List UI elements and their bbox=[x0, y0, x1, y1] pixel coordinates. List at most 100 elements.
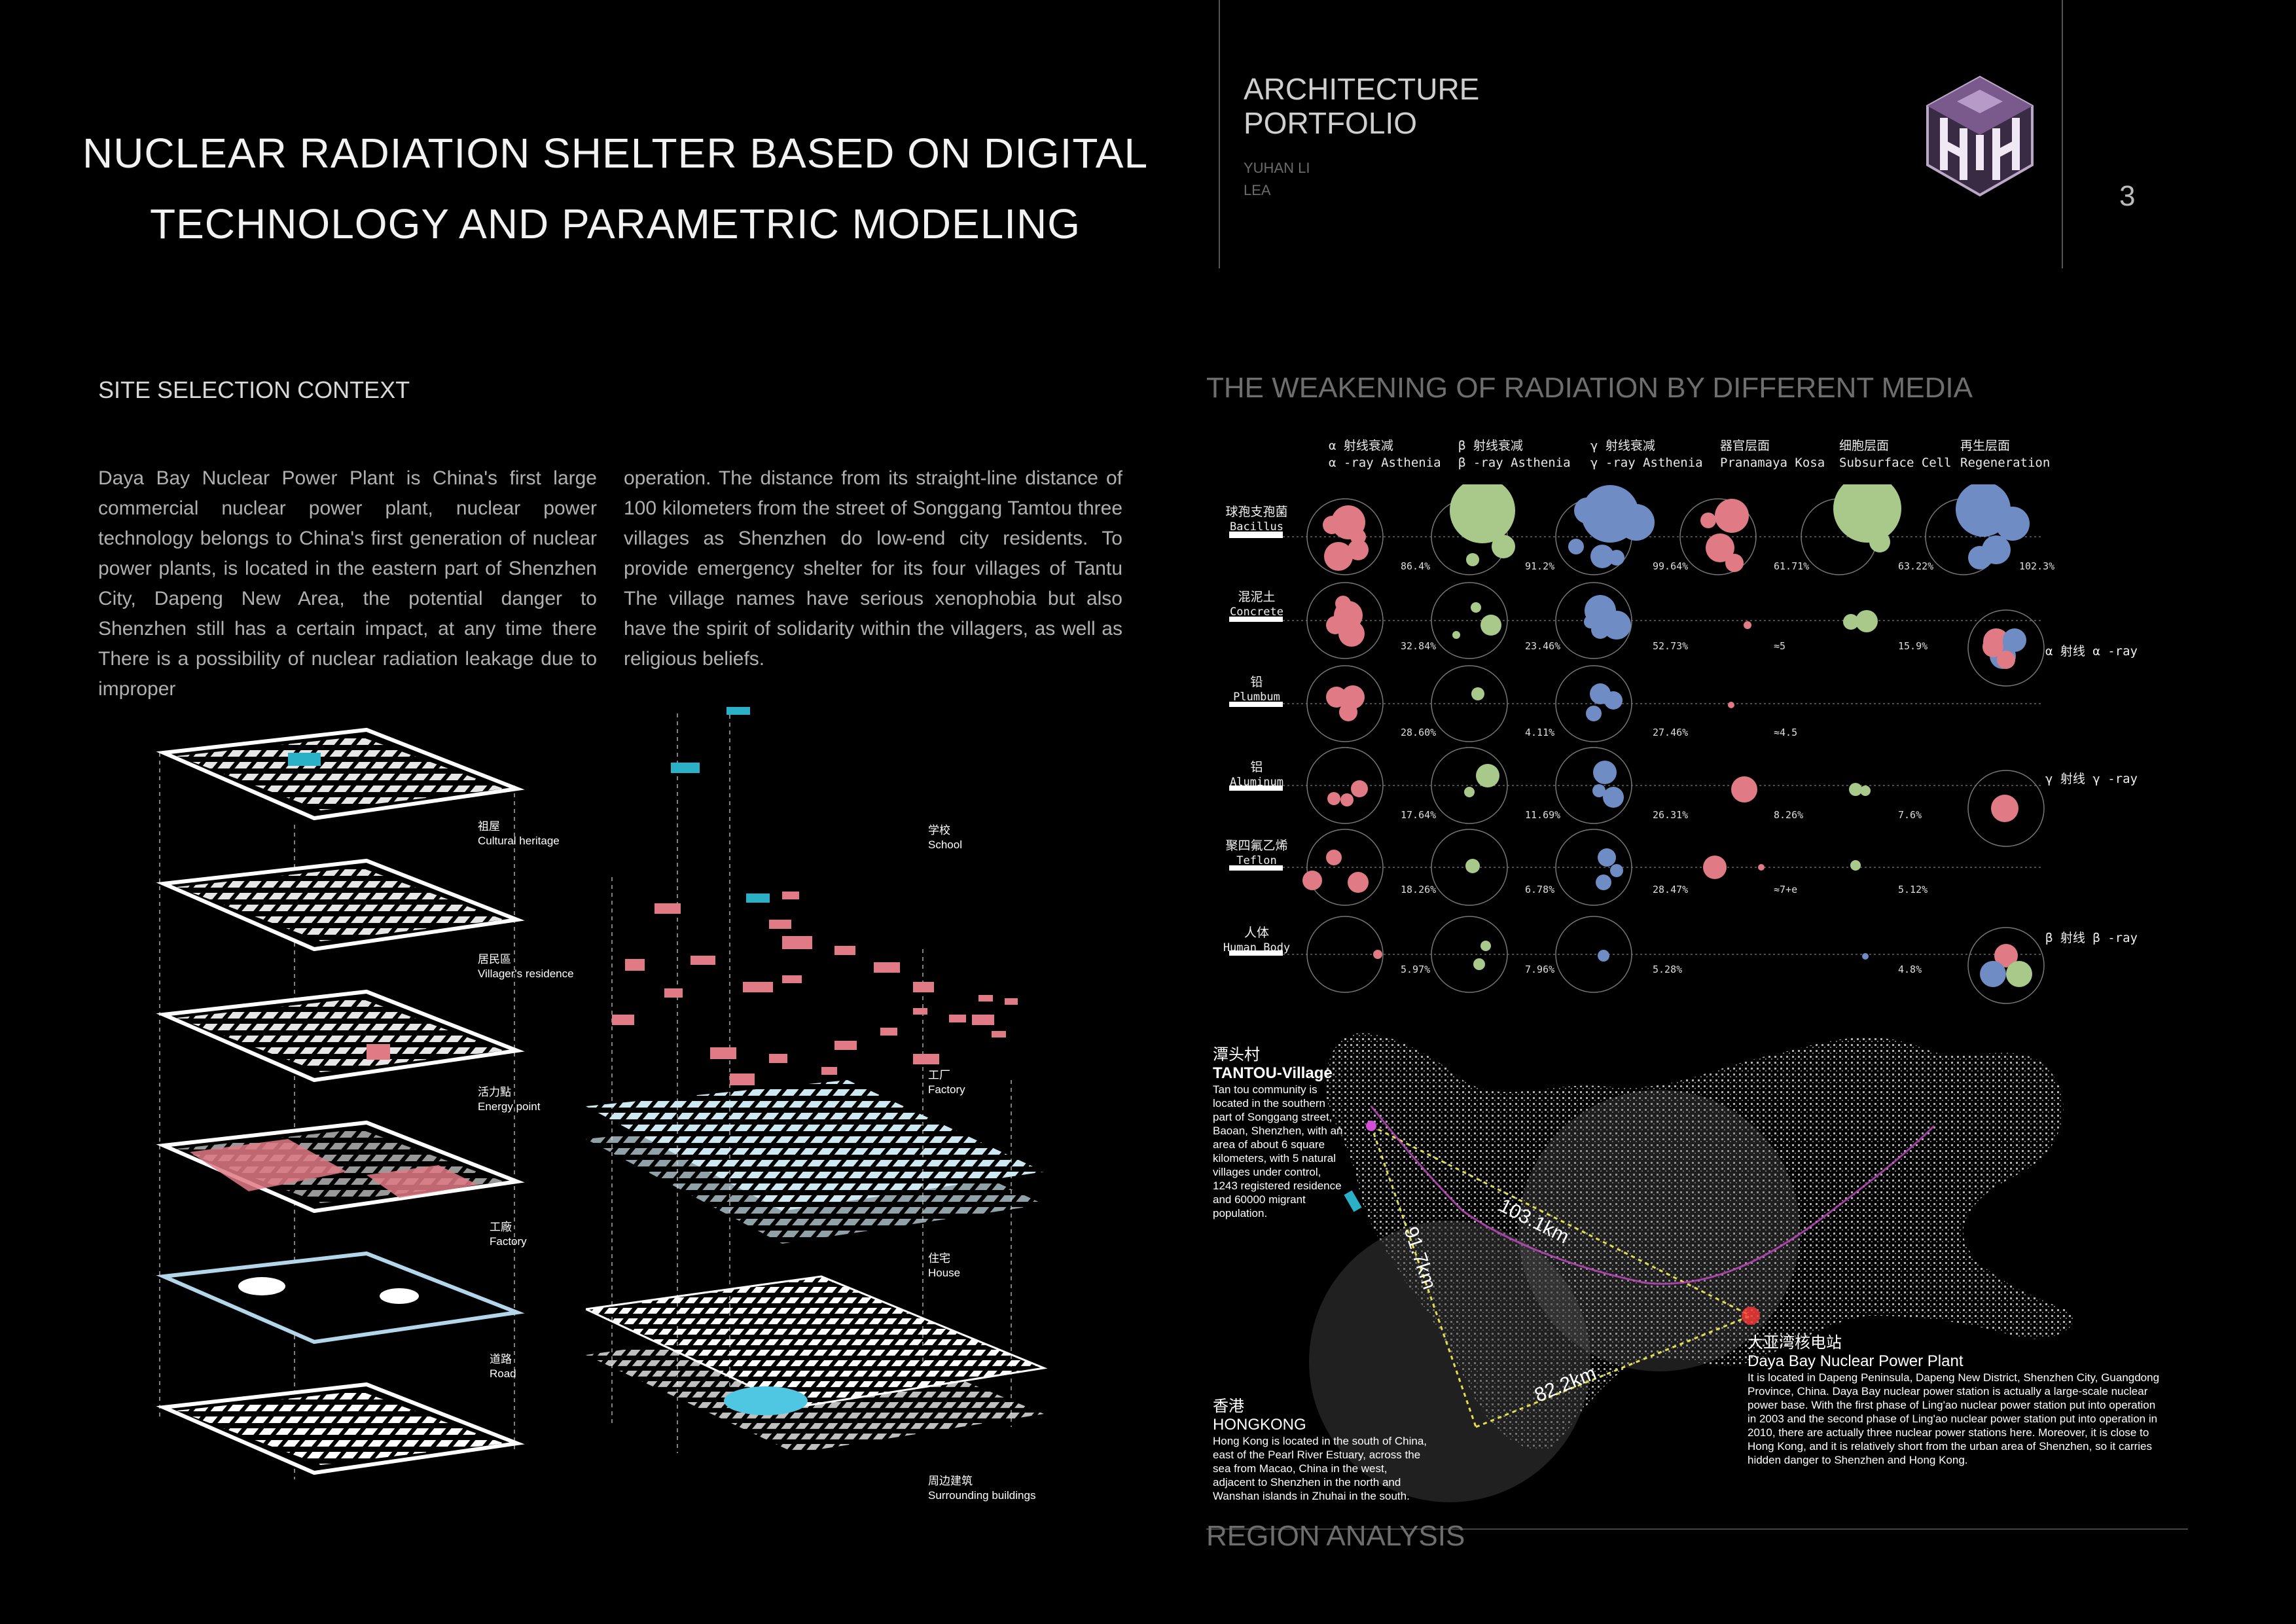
tantou-name-zh: 潭头村 bbox=[1213, 1046, 1260, 1064]
radiation-heading: THE WEAKENING OF RADIATION BY DIFFERENT … bbox=[1206, 372, 1973, 404]
pct-concrete-cell: 15.9% bbox=[1898, 640, 1928, 652]
pct-aluminum-organ: 8.26% bbox=[1774, 809, 1804, 821]
plant-name-en: Daya Bay Nuclear Power Plant bbox=[1748, 1352, 1964, 1370]
exploded-axonometric-diagram bbox=[586, 707, 1048, 1453]
layer-energy-point bbox=[156, 989, 525, 1083]
pct-aluminum-alpha: 17.64% bbox=[1401, 809, 1437, 821]
legend-beta bbox=[1980, 944, 2032, 987]
pct-teflon-alpha: 18.26% bbox=[1401, 884, 1437, 895]
col-header-regen: 再生层面 Regeneration bbox=[1960, 439, 2051, 470]
pct-aluminum-beta: 11.69% bbox=[1525, 809, 1561, 821]
pct-concrete-beta: 23.46% bbox=[1525, 640, 1561, 652]
page-number: 3 bbox=[2119, 180, 2136, 212]
row-label-bacillus: 球孢支孢菌 Bacillus bbox=[1225, 505, 1288, 533]
pct-body-alpha: 5.97% bbox=[1401, 964, 1431, 975]
row-bar-aluminum bbox=[1229, 785, 1283, 791]
title-line-1: NUCLEAR RADIATION SHELTER BASED ON DIGIT… bbox=[82, 130, 1149, 177]
pct-bacillus-regen: 102.3% bbox=[2019, 560, 2055, 572]
portfolio-brand: ARCHITECTURE PORTFOLIO bbox=[1244, 72, 1479, 140]
legend-label-beta: β 射线 β -ray bbox=[2045, 931, 2138, 945]
legend-gamma bbox=[1991, 795, 2018, 822]
layer-label-residence: 居民區 Villager's residence bbox=[478, 953, 574, 980]
explode-label-factory: 工厂 Factory bbox=[928, 1069, 965, 1096]
daya-bay-callout: 大亚湾核电站 Daya Bay Nuclear Power Plant It i… bbox=[1748, 1334, 2160, 1467]
pct-concrete-gamma: 52.73% bbox=[1653, 640, 1689, 652]
title-line-2: TECHNOLOGY AND PARAMETRIC MODELING bbox=[149, 200, 1081, 247]
pct-teflon-beta: 6.78% bbox=[1525, 884, 1555, 895]
row-bar-teflon bbox=[1229, 865, 1283, 871]
pct-plumbum-gamma: 27.46% bbox=[1653, 727, 1689, 738]
layer-villager-residence bbox=[156, 858, 525, 952]
col-header-beta: β 射线衰减 β -ray Asthenia bbox=[1458, 439, 1571, 470]
pct-aluminum-cell: 7.6% bbox=[1898, 809, 1922, 821]
pct-plumbum-alpha: 28.60% bbox=[1401, 727, 1437, 738]
row-label-concrete: 混泥土 Concrete bbox=[1230, 590, 1283, 619]
site-text-col-2: operation. The distance from its straigh… bbox=[624, 467, 1122, 670]
row-label-plumbum: 铅 Plumbum bbox=[1233, 676, 1280, 704]
legend-label-alpha: α 射线 α -ray bbox=[2045, 644, 2138, 659]
author-name: YUHAN LI bbox=[1244, 160, 1310, 176]
hk-description: Hong Kong is located in the south of Chi… bbox=[1213, 1435, 1427, 1502]
layer-label-factory: 工廠 Factory bbox=[490, 1221, 527, 1248]
nuclear-plant-marker bbox=[1742, 1307, 1760, 1325]
pct-bacillus-alpha: 86.4% bbox=[1401, 560, 1431, 572]
author-block: YUHAN LI LEA bbox=[1244, 157, 1310, 202]
brand-line-2: PORTFOLIO bbox=[1244, 106, 1417, 140]
tantou-village-callout: 潭头村 TANTOU-Village Tan tou community is … bbox=[1213, 1046, 1344, 1220]
col-header-cell: 细胞层面 Subsurface Cell bbox=[1839, 439, 1952, 470]
pct-body-cell: 4.8% bbox=[1898, 964, 1922, 975]
layer-factory bbox=[156, 1120, 525, 1214]
region-map bbox=[1309, 1033, 2073, 1502]
row-bar-human-body bbox=[1229, 950, 1283, 956]
row-bar-bacillus bbox=[1229, 532, 1283, 538]
hk-name-en: HONGKONG bbox=[1213, 1416, 1306, 1434]
pct-bacillus-beta: 91.2% bbox=[1525, 560, 1555, 572]
explode-label-school: 学校 School bbox=[928, 824, 962, 851]
hk-name-zh: 香港 bbox=[1213, 1398, 1244, 1415]
author-alias: LEA bbox=[1244, 182, 1271, 198]
legend-label-gamma: γ 射线 γ -ray bbox=[2045, 772, 2138, 786]
col-header-alpha: α 射线衰减 α -ray Asthenia bbox=[1329, 439, 1441, 470]
site-text-col-1: Daya Bay Nuclear Power Plant is China's … bbox=[98, 467, 597, 700]
plant-description: It is located in Dapeng Peninsula, Dapen… bbox=[1748, 1371, 2160, 1466]
header-divider-right bbox=[2062, 0, 2063, 268]
row-bar-plumbum bbox=[1229, 702, 1283, 707]
pct-body-beta: 7.96% bbox=[1525, 964, 1555, 975]
pct-bacillus-gamma: 99.64% bbox=[1653, 560, 1689, 572]
region-divider bbox=[1206, 1528, 2188, 1530]
pct-bacillus-organ: 61.71% bbox=[1774, 560, 1810, 572]
region-analysis-heading: REGION ANALYSIS bbox=[1206, 1520, 1465, 1552]
row-bar-concrete bbox=[1229, 617, 1283, 622]
pct-aluminum-gamma: 26.31% bbox=[1653, 809, 1689, 821]
layer-cultural-heritage bbox=[156, 727, 525, 821]
pct-concrete-alpha: 32.84% bbox=[1401, 640, 1437, 652]
pct-teflon-cell: 5.12% bbox=[1898, 884, 1928, 895]
radiation-bubble-chart bbox=[1283, 484, 2045, 1004]
plant-name-zh: 大亚湾核电站 bbox=[1748, 1334, 1842, 1352]
legend-alpha bbox=[1982, 628, 2026, 669]
tantou-marker bbox=[1366, 1121, 1376, 1131]
pct-plumbum-organ: ≈4.5 bbox=[1774, 727, 1798, 738]
col-header-gamma: γ 射线衰减 γ -ray Asthenia bbox=[1590, 439, 1703, 470]
layer-road bbox=[156, 1251, 525, 1344]
layer-base bbox=[156, 1382, 525, 1475]
layer-label-cultural: 祖屋 Cultural heritage bbox=[478, 820, 560, 847]
pct-teflon-organ: ≈7+e bbox=[1774, 884, 1798, 895]
portfolio-logo-icon bbox=[1926, 75, 2034, 197]
layer-label-road: 道路 Road bbox=[490, 1353, 516, 1380]
site-selection-heading: SITE SELECTION CONTEXT bbox=[98, 376, 410, 403]
tantou-name-en: TANTOU-Village bbox=[1213, 1064, 1333, 1082]
pct-body-gamma: 5.28% bbox=[1653, 964, 1683, 975]
brand-line-1: ARCHITECTURE bbox=[1244, 72, 1480, 106]
row-label-teflon: 聚四氟乙烯 Teflon bbox=[1225, 839, 1288, 867]
explode-label-surrounding: 周边建筑 Surrounding buildings bbox=[928, 1475, 1036, 1502]
explode-label-house: 住宅 House bbox=[928, 1252, 961, 1279]
pct-teflon-gamma: 28.47% bbox=[1653, 884, 1689, 895]
pct-concrete-organ: ≈5 bbox=[1774, 640, 1786, 652]
layer-stack-diagram bbox=[156, 727, 525, 1479]
header-divider-left bbox=[1219, 0, 1220, 268]
pct-bacillus-cell: 63.22% bbox=[1898, 560, 1934, 572]
hongkong-callout: 香港 HONGKONG Hong Kong is located in the … bbox=[1213, 1398, 1429, 1503]
pct-plumbum-beta: 4.11% bbox=[1525, 727, 1555, 738]
page-title: NUCLEAR RADIATION SHELTER BASED ON DIGIT… bbox=[79, 118, 1152, 259]
